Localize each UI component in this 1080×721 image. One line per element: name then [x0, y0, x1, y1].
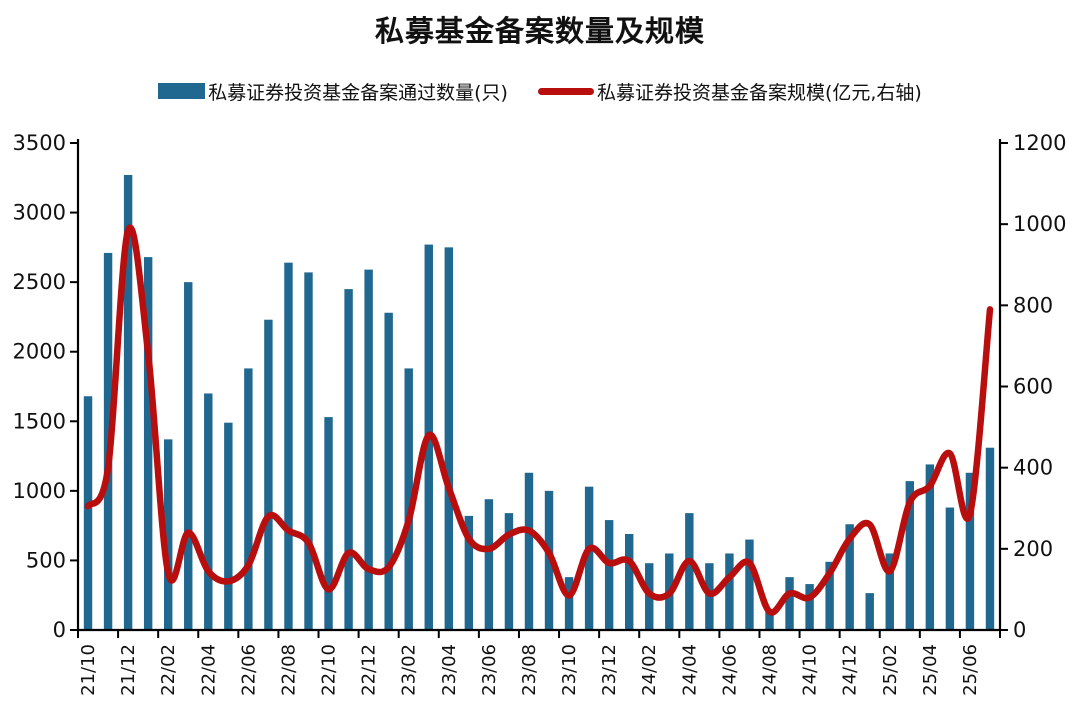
x-axis-label: 23/08	[519, 644, 540, 696]
bar-24/08	[765, 609, 774, 630]
legend-line-label: 私募证券投资基金备案规模(亿元,右轴)	[596, 81, 922, 104]
bar-22/02	[163, 439, 173, 630]
bar-22/06	[244, 368, 253, 630]
x-axis-label: 24/08	[760, 644, 781, 696]
line-series-swatch-icon	[537, 87, 594, 95]
x-axis-label: 22/02	[158, 644, 179, 696]
x-axis-label: 25/06	[960, 644, 981, 696]
legend-item-bars: 私募证券投资基金备案通过数量(只)	[158, 78, 508, 105]
bar-24/04	[685, 513, 694, 630]
right-axis-tick-label: 400	[1013, 456, 1053, 480]
x-axis-label: 24/06	[719, 644, 740, 696]
bar-22/10	[324, 417, 333, 630]
bar-25/06	[965, 472, 975, 630]
left-axis-tick-label: 1000	[13, 479, 66, 503]
chart-title: 私募基金备案数量及规模	[374, 14, 705, 48]
bar-22/07	[264, 319, 273, 630]
x-axis-label: 22/04	[198, 644, 219, 696]
x-axis-label: 23/02	[399, 644, 420, 696]
bar-22/12	[364, 269, 373, 630]
right-axis-tick-label: 600	[1013, 375, 1053, 399]
bar-22/01	[143, 257, 153, 630]
bar-23/07	[504, 513, 514, 630]
x-axis-label: 23/12	[599, 644, 620, 696]
x-axis-label: 22/10	[319, 644, 340, 696]
x-axis-label: 21/10	[78, 644, 99, 696]
bar-22/11	[344, 289, 353, 630]
x-axis-label: 25/02	[880, 644, 901, 696]
bar-23/04	[444, 247, 454, 631]
right-axis-tick-label: 800	[1013, 293, 1053, 317]
right-axis-tick-label: 200	[1013, 537, 1053, 561]
bar-22/09	[304, 272, 313, 630]
left-axis-tick-label: 2000	[13, 340, 66, 364]
right-axis-tick-label: 1200	[1013, 131, 1066, 155]
x-axis-label: 23/06	[479, 644, 500, 696]
x-axis-label: 23/10	[559, 644, 580, 696]
bar-24/11	[825, 561, 834, 630]
right-axis-tick-label: 1000	[1013, 212, 1066, 236]
x-axis-label: 23/04	[439, 644, 460, 696]
bar-24/12	[845, 524, 854, 630]
x-axis-label: 24/10	[800, 644, 821, 696]
bar-24/10	[805, 584, 814, 630]
bar-22/03	[184, 282, 193, 630]
bar-21/10	[83, 396, 93, 630]
left-axis-tick-label: 1500	[13, 409, 66, 433]
legend: 私募证券投资基金备案通过数量(只) 私募证券投资基金备案规模(亿元,右轴)	[40, 78, 1040, 104]
left-axis-tick-label: 500	[26, 548, 66, 572]
bar-23/05	[464, 515, 474, 630]
bar-22/04	[204, 393, 213, 630]
x-axis-label: 25/04	[920, 644, 941, 696]
bar-21/12	[123, 175, 133, 630]
bar-25/04	[925, 464, 935, 630]
left-axis-tick-label: 2500	[13, 270, 66, 294]
bar-24/01	[624, 533, 634, 630]
bar-23/01	[384, 312, 393, 630]
scale-line-series	[84, 224, 994, 616]
x-axis-label: 24/02	[639, 644, 660, 696]
bar-22/08	[284, 262, 293, 630]
bar-23/10	[564, 577, 574, 630]
left-axis-tick-label: 3500	[13, 131, 66, 155]
bar-25/05	[945, 507, 955, 630]
bar-24/06	[725, 553, 734, 630]
left-axis-tick-label: 0	[53, 618, 66, 642]
bar-25/03	[905, 481, 915, 630]
left-axis-tick-label: 3000	[13, 201, 66, 225]
bar-25/01	[865, 593, 874, 630]
x-axis-label: 22/12	[359, 644, 380, 696]
right-axis-tick-label: 0	[1013, 618, 1026, 642]
bar-22/05	[224, 422, 233, 630]
x-axis-label: 24/04	[679, 644, 700, 696]
legend-item-line: 私募证券投资基金备案规模(亿元,右轴)	[537, 78, 922, 105]
bar-series-swatch-icon	[158, 83, 206, 99]
x-axis-label: 24/12	[840, 644, 861, 696]
bar-23/08	[524, 472, 534, 630]
bar-23/06	[484, 499, 494, 630]
bar-23/02	[404, 368, 413, 630]
bar-23/11	[584, 486, 594, 630]
bar-23/12	[604, 520, 614, 630]
x-axis-label: 21/12	[118, 644, 139, 696]
bar-24/09	[785, 577, 794, 630]
legend-bar-label: 私募证券投资基金备案通过数量(只)	[208, 81, 508, 104]
bar-24/07	[745, 539, 754, 630]
bar-25/07	[985, 447, 995, 630]
x-axis-label: 22/08	[278, 644, 299, 696]
bar-25/02	[885, 553, 894, 630]
x-axis-label: 22/06	[238, 644, 259, 696]
